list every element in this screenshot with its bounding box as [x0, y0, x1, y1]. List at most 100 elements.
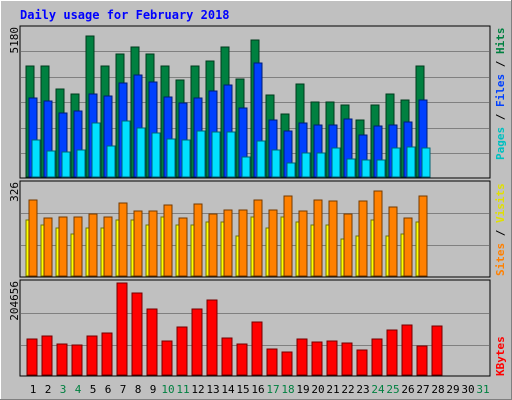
bar-sites-day-9 [148, 210, 158, 277]
marks-visits-sites [25, 190, 428, 277]
bar-kbytes-day-26 [401, 324, 413, 376]
bar-kbytes-day-17 [266, 348, 278, 376]
bar-sites-day-12 [193, 203, 203, 277]
bar-kbytes-day-6 [101, 332, 113, 376]
bar-pages-day-1 [31, 139, 41, 178]
bar-kbytes-day-8 [131, 292, 143, 376]
bar-kbytes-day-10 [161, 340, 173, 376]
bar-kbytes-day-5 [86, 335, 98, 376]
bar-sites-day-18 [283, 195, 293, 277]
day-label-25: 25 [386, 383, 399, 396]
bar-sites-day-26 [403, 217, 413, 277]
bar-sites-day-24 [373, 190, 383, 277]
day-label-8: 8 [135, 383, 142, 396]
legend-files: Files [494, 74, 507, 107]
marks-kbytes [26, 282, 443, 376]
bar-sites-day-25 [388, 206, 398, 277]
bar-sites-day-5 [88, 213, 98, 277]
bar-sites-day-10 [163, 204, 173, 277]
legend-sep-1: / [494, 107, 507, 127]
bar-sites-day-11 [178, 217, 188, 277]
y-max-label-hits: 5180 [8, 27, 21, 54]
day-label-30: 30 [461, 383, 474, 396]
bar-pages-day-3 [61, 151, 71, 178]
legend-sep-2: / [494, 54, 507, 74]
day-label-16: 16 [251, 383, 264, 396]
bar-sites-day-7 [118, 202, 128, 277]
bar-kbytes-day-23 [356, 349, 368, 376]
day-label-1: 1 [30, 383, 37, 396]
day-label-9: 9 [150, 383, 157, 396]
legend-visits-sites: Sites / Visits [494, 183, 507, 276]
day-label-31: 31 [476, 383, 489, 396]
day-label-10: 10 [161, 383, 174, 396]
bar-pages-day-19 [301, 152, 311, 178]
day-label-18: 18 [281, 383, 294, 396]
bar-kbytes-day-11 [176, 326, 188, 376]
day-label-3: 3 [60, 383, 67, 396]
bar-kbytes-day-13 [206, 299, 218, 376]
bar-kbytes-day-15 [236, 343, 248, 376]
bar-pages-day-12 [196, 130, 206, 178]
bar-pages-day-8 [136, 127, 146, 178]
day-label-6: 6 [105, 383, 112, 396]
day-label-5: 5 [90, 383, 97, 396]
bar-sites-day-15 [238, 209, 248, 277]
bar-kbytes-day-28 [431, 325, 443, 376]
legend-hits: Hits [494, 28, 507, 55]
bar-kbytes-day-9 [146, 308, 158, 376]
bar-pages-day-26 [406, 146, 416, 178]
bar-pages-day-15 [241, 156, 251, 178]
bar-kbytes-day-27 [416, 345, 428, 376]
day-label-29: 29 [446, 383, 459, 396]
bar-pages-day-24 [376, 159, 386, 178]
bar-sites-day-14 [223, 209, 233, 277]
bar-pages-day-23 [361, 159, 371, 178]
bar-kbytes-day-4 [71, 344, 83, 376]
bar-pages-day-14 [226, 131, 236, 178]
day-label-2: 2 [45, 383, 52, 396]
bar-kbytes-day-21 [326, 340, 338, 376]
bar-pages-day-11 [181, 139, 191, 178]
y-max-label-sites: 326 [8, 182, 21, 202]
legend-visits: Visits [494, 183, 507, 223]
day-label-13: 13 [206, 383, 219, 396]
day-label-22: 22 [341, 383, 354, 396]
day-label-28: 28 [431, 383, 444, 396]
bar-pages-day-13 [211, 131, 221, 178]
marks-hits-files-pages [25, 35, 431, 178]
bar-kbytes-day-20 [311, 341, 323, 376]
bar-pages-day-7 [121, 120, 131, 178]
legend-hits-files-pages: Pages / Files / Hits [494, 28, 507, 161]
bar-kbytes-day-2 [41, 335, 53, 376]
bar-sites-day-22 [343, 213, 353, 277]
day-label-26: 26 [401, 383, 414, 396]
x-axis-day-labels: 1 2 3 4 5 6 7 8 9 10 11 12 13 14 15 16 17 18 19 20 21 22 23 24 2… [30, 383, 490, 396]
bar-pages-day-5 [91, 122, 101, 178]
legend-kbytes: KBytes [494, 336, 507, 376]
bar-pages-day-2 [46, 150, 56, 178]
bar-kbytes-day-22 [341, 342, 353, 376]
y-max-label-kbytes: 204656 [8, 281, 21, 321]
bar-sites-day-17 [268, 209, 278, 277]
bar-kbytes-day-25 [386, 329, 398, 376]
bar-pages-day-6 [106, 145, 116, 178]
bar-pages-day-9 [151, 132, 161, 178]
day-label-21: 21 [326, 383, 339, 396]
day-label-11: 11 [176, 383, 189, 396]
bar-pages-day-20 [316, 152, 326, 178]
day-label-7: 7 [120, 383, 127, 396]
bar-sites-day-23 [358, 200, 368, 277]
day-label-23: 23 [356, 383, 369, 396]
bar-pages-day-22 [346, 158, 356, 178]
day-label-27: 27 [416, 383, 429, 396]
bar-sites-day-2 [43, 217, 53, 277]
bar-sites-day-21 [328, 200, 338, 277]
bar-pages-day-27 [421, 147, 431, 178]
bar-sites-day-27 [418, 195, 428, 277]
bar-sites-day-8 [133, 210, 143, 277]
bar-sites-day-13 [208, 213, 218, 277]
bar-pages-day-10 [166, 138, 176, 178]
bar-kbytes-day-3 [56, 343, 68, 376]
bar-sites-day-3 [58, 216, 68, 277]
